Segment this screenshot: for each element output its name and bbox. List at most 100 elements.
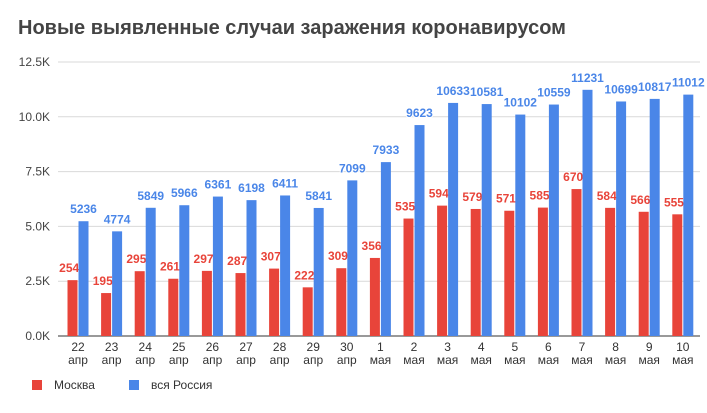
x-tick-label-month: апр	[169, 353, 189, 367]
x-tick-label-month: мая	[605, 353, 626, 367]
x-tick-label-month: мая	[538, 353, 559, 367]
data-label-russia: 7099	[339, 161, 366, 175]
bar-moscow	[638, 211, 649, 336]
data-label-russia: 10102	[504, 96, 538, 110]
y-tick-label: 12.5K	[19, 55, 50, 69]
x-tick-label-month: апр	[135, 353, 155, 367]
x-tick-label-month: апр	[303, 353, 323, 367]
data-label-russia: 5236	[70, 202, 97, 216]
legend-swatch-russia	[128, 380, 139, 390]
x-tick-label-month: апр	[236, 353, 256, 367]
x-tick-label-month: мая	[571, 353, 592, 367]
x-tick-label-month: мая	[403, 353, 424, 367]
x-tick-label-day: 2	[411, 340, 418, 354]
x-tick-label-day: 1	[377, 340, 384, 354]
bar-russia	[280, 195, 291, 336]
x-tick-label-day: 26	[206, 340, 220, 354]
bar-moscow	[235, 273, 246, 336]
y-tick-label: 7.5K	[25, 165, 50, 179]
x-tick-label-day: 10	[676, 340, 690, 354]
bar-moscow	[571, 189, 582, 336]
y-tick-label: 2.5K	[25, 274, 50, 288]
x-tick-label-day: 3	[444, 340, 451, 354]
bar-russia	[380, 162, 391, 336]
x-tick-label-month: апр	[270, 353, 290, 367]
bar-moscow	[403, 218, 414, 336]
x-tick-label-day: 29	[307, 340, 321, 354]
x-tick-label-day: 22	[71, 340, 85, 354]
bar-russia	[548, 104, 559, 336]
legend-label-russia: вся Россия	[150, 378, 213, 392]
bar-russia	[649, 98, 660, 336]
x-tick-label-month: апр	[68, 353, 88, 367]
x-tick-label-day: 9	[646, 340, 653, 354]
bar-moscow	[101, 293, 112, 336]
data-label-russia: 10581	[470, 85, 504, 99]
bar-russia	[212, 196, 223, 336]
y-tick-label: 0.0K	[25, 329, 50, 343]
data-label-russia: 6361	[205, 178, 232, 192]
data-label-russia: 10633	[436, 84, 470, 98]
x-tick-label-day: 30	[340, 340, 354, 354]
bar-moscow	[537, 207, 548, 336]
bar-moscow	[605, 207, 616, 336]
x-tick-label-day: 25	[172, 340, 186, 354]
bar-moscow	[336, 268, 347, 336]
x-tick-label-month: мая	[504, 353, 525, 367]
bar-moscow	[437, 205, 448, 336]
data-label-russia: 10699	[604, 82, 638, 96]
data-label-russia: 10559	[537, 86, 571, 100]
bar-russia	[112, 231, 123, 336]
x-tick-label-month: мая	[437, 353, 458, 367]
bar-russia	[448, 102, 459, 336]
data-label-russia: 5966	[171, 186, 198, 200]
bar-russia	[616, 101, 627, 336]
bar-moscow	[672, 214, 683, 336]
x-tick-label-day: 7	[579, 340, 586, 354]
bar-russia	[481, 104, 492, 336]
data-label-russia: 5849	[137, 189, 164, 203]
x-tick-label-month: мая	[672, 353, 693, 367]
x-tick-label-day: 27	[239, 340, 253, 354]
legend: Москва вся Россия	[32, 378, 246, 392]
x-tick-label-month: апр	[202, 353, 222, 367]
bar-russia	[246, 200, 257, 336]
bar-moscow	[201, 270, 212, 336]
x-tick-label-month: мая	[370, 353, 391, 367]
bar-moscow	[168, 278, 179, 336]
data-label-russia: 9623	[406, 106, 433, 120]
data-label-russia: 10817	[638, 80, 672, 94]
bar-russia	[145, 207, 156, 336]
x-tick-label-day: 23	[105, 340, 119, 354]
data-label-russia: 4774	[104, 212, 131, 226]
bar-moscow	[134, 271, 145, 336]
bar-russia	[179, 205, 190, 336]
legend-label-moscow: Москва	[54, 378, 95, 392]
bar-russia	[347, 180, 358, 336]
chart-title: Новые выявленные случаи заражения корона…	[18, 17, 566, 39]
bar-moscow	[269, 268, 280, 336]
bar-moscow	[470, 208, 481, 336]
data-label-russia: 11231	[571, 71, 604, 85]
bar-russia	[313, 207, 324, 336]
bar-russia	[414, 125, 425, 336]
legend-swatch-moscow	[32, 380, 42, 390]
x-tick-label-month: апр	[337, 353, 357, 367]
bar-russia	[515, 114, 526, 336]
bar-moscow	[67, 280, 78, 336]
bar-russia	[78, 221, 89, 336]
bar-russia	[683, 94, 694, 336]
data-label-russia: 5841	[305, 189, 332, 203]
x-tick-label-month: апр	[102, 353, 122, 367]
x-tick-label-month: мая	[470, 353, 491, 367]
x-tick-label-day: 5	[511, 340, 518, 354]
x-tick-label-day: 24	[139, 340, 153, 354]
bar-moscow	[504, 210, 515, 336]
x-tick-label-day: 4	[478, 340, 485, 354]
x-tick-label-month: мая	[638, 353, 659, 367]
data-label-russia: 7933	[373, 143, 400, 157]
data-label-russia: 6198	[238, 181, 265, 195]
bar-moscow	[302, 287, 313, 336]
